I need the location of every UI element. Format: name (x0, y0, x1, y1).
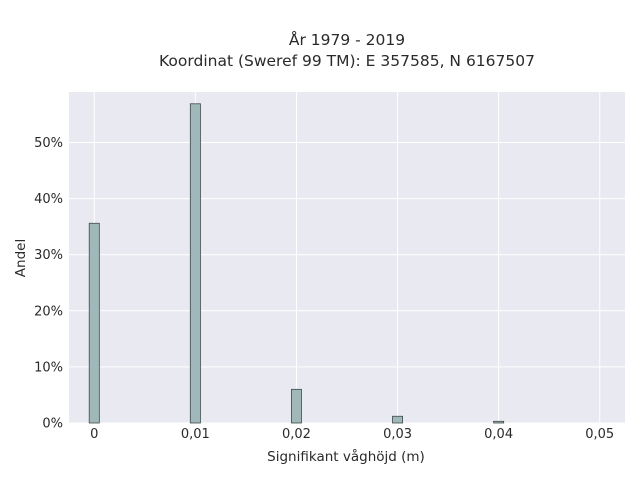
x-axis-ticks: 0 0,01 0,02 0,03 0,04 0,05 (90, 427, 614, 442)
x-tick-label: 0 (90, 427, 98, 442)
plot-area (69, 92, 625, 423)
y-tick-label: 40% (34, 192, 63, 207)
histogram-bar (392, 415, 403, 424)
chart-title-line-1: År 1979 - 2019 (289, 30, 405, 49)
histogram-bar (88, 222, 100, 424)
y-tick-label: 20% (34, 304, 63, 319)
bars (88, 103, 505, 424)
x-tick-label: 0,05 (585, 427, 614, 442)
x-tick-label: 0,01 (181, 427, 210, 442)
chart-title-line-2: Koordinat (Sweref 99 TM): E 357585, N 61… (159, 52, 535, 70)
histogram-bar (290, 388, 302, 424)
x-tick-label: 0,03 (383, 427, 412, 442)
y-axis-ticks: 0% 10% 20% 30% 40% 50% (34, 136, 63, 432)
x-tick-label: 0,04 (484, 427, 513, 442)
grid-lines (69, 92, 625, 424)
histogram-bar (493, 420, 505, 424)
y-tick-label: 10% (34, 360, 63, 375)
y-tick-label: 50% (34, 136, 63, 151)
histogram-bar (189, 103, 201, 424)
x-tick-label: 0,02 (282, 427, 311, 442)
x-axis-label: Signifikant våghöjd (m) (267, 448, 425, 465)
y-axis-label: Andel (13, 239, 29, 277)
y-tick-label: 0% (42, 417, 63, 432)
y-tick-label: 30% (34, 248, 63, 263)
